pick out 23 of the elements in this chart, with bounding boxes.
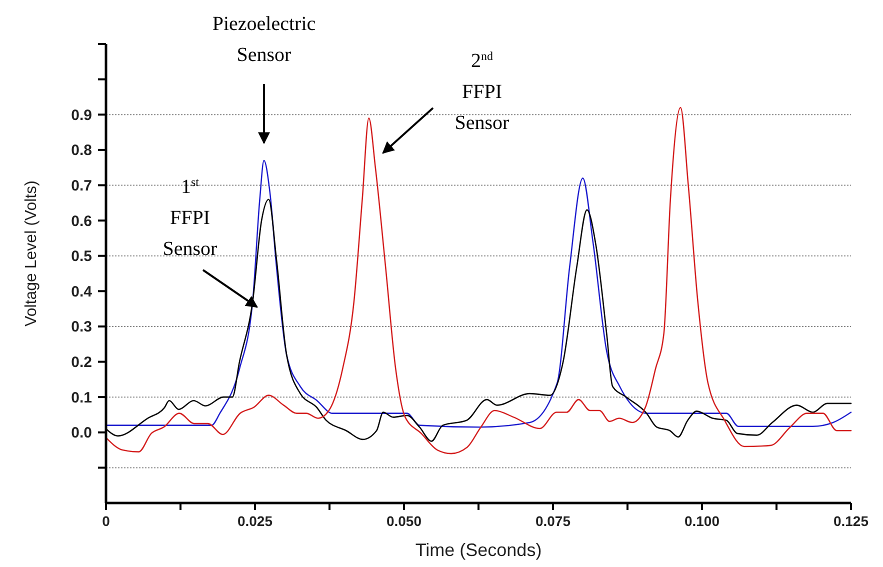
- text: 1$^{st}$ FFPI Sensor: [162, 175, 218, 260]
- y-tick-label: 0.8: [71, 142, 92, 160]
- text: 2$^{nd}$ FFPI Sensor: [454, 49, 510, 134]
- y-tick-label: 0.2: [71, 354, 92, 372]
- y-tick-label: 0.3: [71, 318, 92, 336]
- x-tick-label: 0: [102, 513, 110, 529]
- x-tick-label: 0.075: [535, 513, 571, 529]
- x-tick-label: 0.050: [386, 513, 422, 529]
- y-axis-title: Voltage Level (Volts): [23, 180, 40, 326]
- x-tick-label: 0.125: [833, 513, 869, 529]
- y-tick-label: 0.7: [71, 177, 92, 194]
- y-tick-label: 0.0: [71, 424, 92, 442]
- y-tick-label: 0.9: [71, 106, 92, 124]
- y-tick-label: 0.4: [71, 283, 93, 300]
- y-tick-label: 0.5: [71, 248, 92, 266]
- x-tick-label: 0.025: [237, 513, 273, 529]
- y-tick-label: 0.6: [71, 212, 92, 230]
- x-tick-label: 0.100: [684, 513, 720, 529]
- annotation: Piezoelectric Sensor: [212, 13, 316, 66]
- line-series: [105, 160, 852, 428]
- x-axis-title: Time (Seconds): [415, 540, 542, 560]
- y-tick-label: 0.1: [71, 389, 92, 406]
- line-series: [105, 106, 852, 454]
